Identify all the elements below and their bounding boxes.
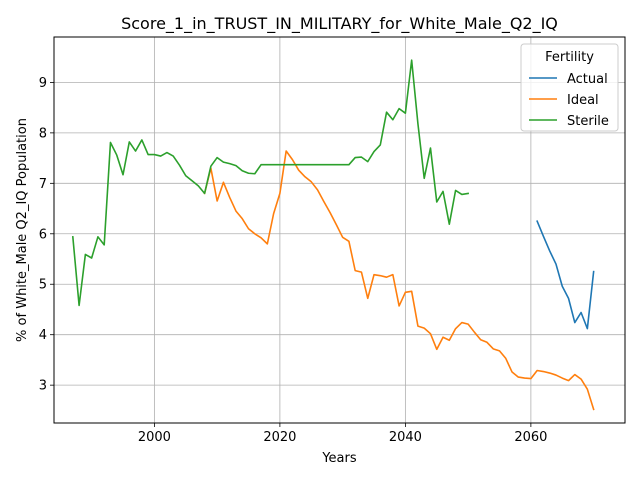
y-tick-label: 8 <box>39 126 47 141</box>
y-tick-label: 5 <box>39 278 47 293</box>
x-tick-label: 2040 <box>389 430 422 445</box>
y-tick-label: 7 <box>39 177 47 192</box>
x-tick-label: 2020 <box>263 430 296 445</box>
x-axis-label: Years <box>321 451 357 466</box>
x-tick-label: 2000 <box>138 430 171 445</box>
y-axis: 3 4 5 6 7 8 9 <box>39 76 54 394</box>
x-tick-label: 2060 <box>514 430 547 445</box>
legend-label-ideal: Ideal <box>567 93 599 108</box>
series-layer <box>71 59 595 411</box>
legend: Fertility Actual Ideal Sterile <box>520 43 619 132</box>
legend-title: Fertility <box>545 50 594 65</box>
legend-box <box>520 43 619 132</box>
plot-area-frame <box>53 36 626 424</box>
series-line-ideal <box>203 150 595 411</box>
y-tick-label: 3 <box>39 379 47 394</box>
series-line-actual <box>536 220 595 330</box>
legend-label-sterile: Sterile <box>567 114 609 129</box>
y-tick-label: 4 <box>39 328 47 343</box>
y-axis-label: % of White_Male Q2_IQ Population <box>15 118 30 342</box>
legend-label-actual: Actual <box>567 72 608 87</box>
series-line-sterile <box>71 59 470 307</box>
y-tick-label: 9 <box>39 76 47 91</box>
y-tick-label: 6 <box>39 227 47 242</box>
x-axis: 2000 2020 2040 2060 <box>138 423 547 445</box>
chart-title: Score_1_in_TRUST_IN_MILITARY_for_White_M… <box>121 14 558 34</box>
